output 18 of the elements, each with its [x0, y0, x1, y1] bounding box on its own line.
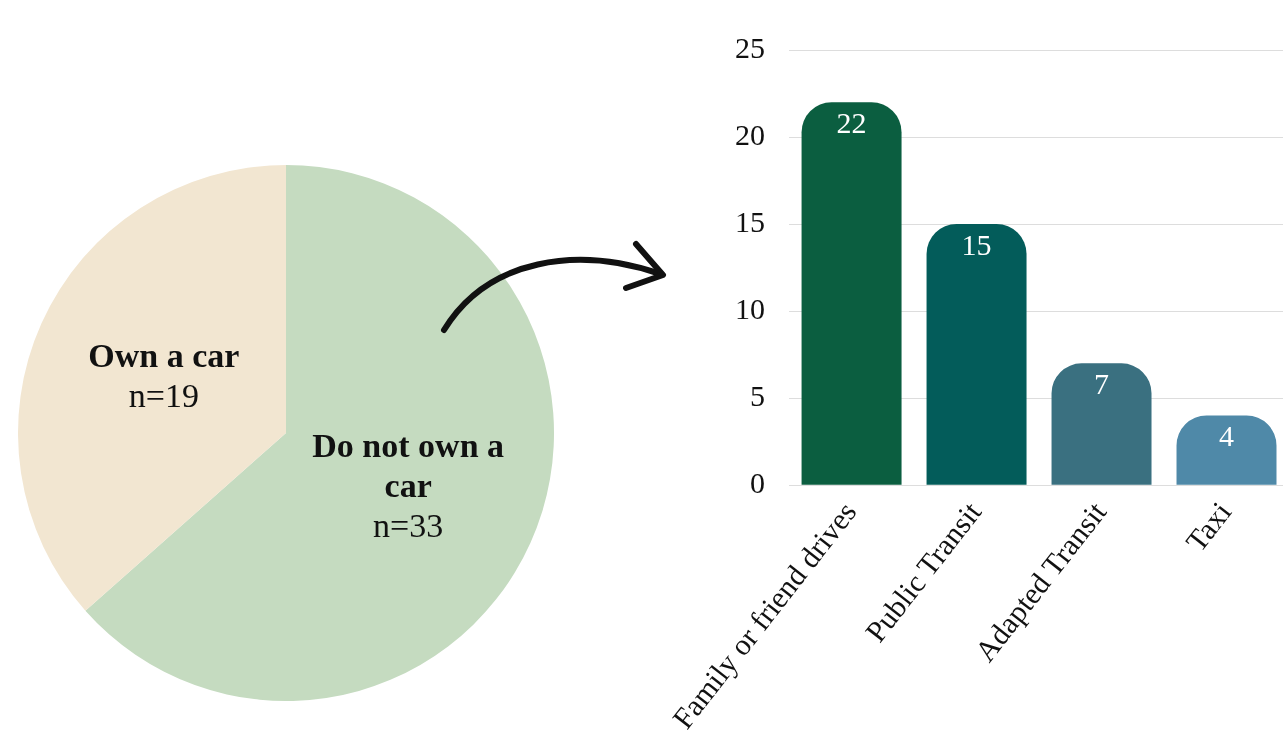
bar [1176, 415, 1277, 485]
y-tick-label: 10 [735, 292, 766, 325]
data-label: 7 [1094, 367, 1110, 401]
y-tick-label: 15 [735, 204, 766, 238]
y-tick-label: 0 [750, 466, 766, 500]
bar [926, 224, 1027, 485]
data-label: 4 [1219, 419, 1235, 453]
slice-label: Own a car [88, 336, 240, 374]
data-label: 15 [961, 227, 992, 261]
y-tick-label: 20 [735, 117, 766, 151]
y-tick-label: 5 [750, 379, 766, 413]
y-tick-label: 25 [735, 30, 766, 64]
bar [1051, 363, 1152, 485]
data-label: 22 [836, 106, 867, 140]
data-label: n=19 [128, 376, 199, 414]
x-tick-label: Taxi [1178, 495, 1238, 558]
data-label: n=33 [373, 506, 444, 544]
bar [801, 102, 902, 485]
